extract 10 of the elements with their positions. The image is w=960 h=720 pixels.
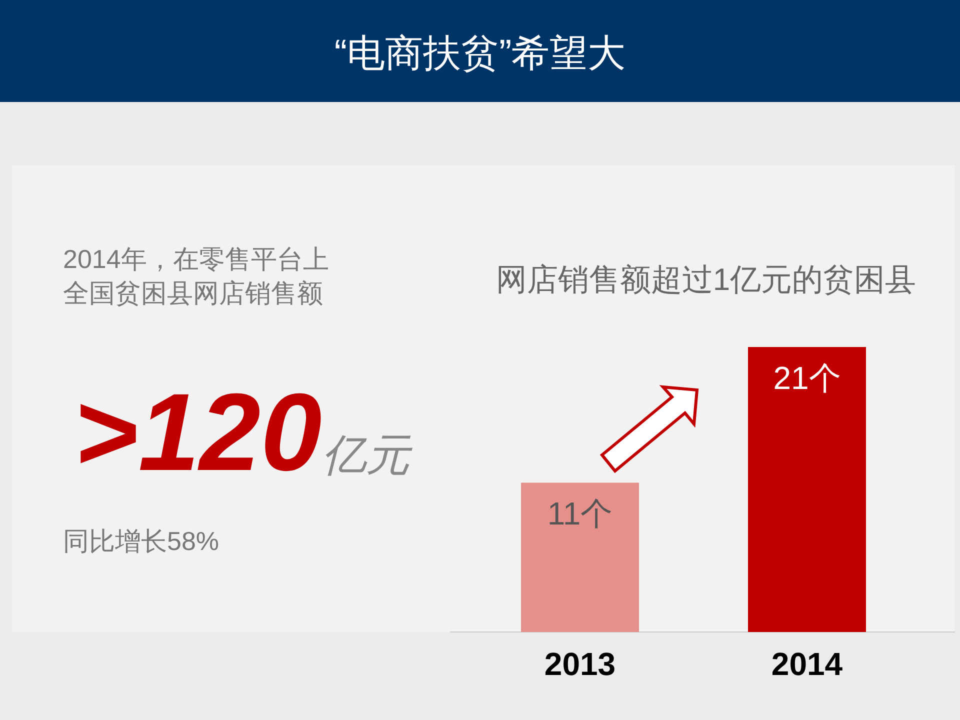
x-tick-label: 2014 xyxy=(771,646,843,682)
text: 2014年，在零售平台上 xyxy=(63,244,329,274)
text: “电商扶贫”希望大 xyxy=(334,33,626,75)
text: 同比增长58% xyxy=(63,526,220,556)
text: 全国贫困县网店销售额 xyxy=(63,278,323,308)
text: >120亿元 xyxy=(74,371,413,494)
data-label: 11个 xyxy=(547,496,613,532)
data-label: 21个 xyxy=(773,360,841,396)
chart-title: 网店销售额超过1亿元的贫困县 xyxy=(496,262,916,297)
x-tick-label: 2013 xyxy=(544,646,616,682)
